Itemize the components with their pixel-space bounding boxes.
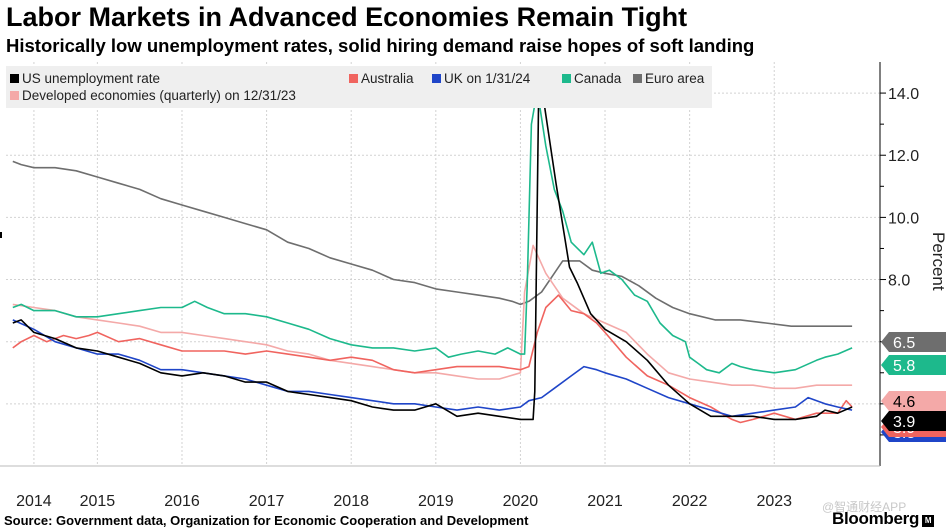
x-tick-label: 2019 [418, 493, 454, 510]
y-axis-title: Percent [929, 232, 947, 291]
series-line-canada [12, 89, 853, 374]
legend-swatch [633, 74, 642, 83]
legend-swatch [10, 91, 19, 100]
legend-swatch [10, 74, 19, 83]
series-line-euro-area [12, 160, 853, 327]
x-tick-label: 2023 [756, 493, 792, 510]
legend-box [6, 66, 712, 108]
x-tick-label: 2021 [587, 493, 623, 510]
end-label-badge: 6.5 [881, 332, 946, 352]
series-line-australia [12, 294, 853, 424]
y-tick-label: 10.0 [888, 210, 919, 227]
legend-label: US unemployment rate [22, 71, 160, 86]
x-tick-label: 2022 [672, 493, 708, 510]
chart-title: Labor Markets in Advanced Economies Rema… [6, 2, 688, 32]
y-tick-label: 8.0 [888, 273, 910, 290]
chart-subtitle: Historically low unemployment rates, sol… [6, 35, 755, 56]
source-note: Source: Government data, Organization fo… [4, 513, 529, 528]
watermark: @智通财经APP [822, 500, 907, 514]
legend-swatch [562, 74, 571, 83]
legend-label: UK on 1/31/24 [444, 71, 531, 86]
end-label-badge: 3.9 [881, 411, 946, 431]
legend-swatch [432, 74, 441, 83]
end-label-value: 6.5 [893, 335, 915, 352]
x-tick-label: 2018 [333, 493, 369, 510]
end-label-badge: 4.6 [881, 391, 946, 411]
axis-edge-mark [0, 232, 2, 238]
end-label-value: 3.9 [893, 414, 915, 431]
x-tick-label: 2017 [249, 493, 285, 510]
end-label-value: 4.6 [893, 394, 915, 411]
legend-label: Australia [361, 71, 414, 86]
brand-logo-icon: M [922, 515, 935, 527]
legend-label: Developed economies (quarterly) on 12/31… [22, 88, 296, 103]
end-label-badge: 5.8 [881, 355, 946, 375]
end-label-shape [881, 391, 946, 411]
end-label-shape [881, 355, 946, 375]
end-label-value: 5.8 [893, 358, 915, 375]
bloomberg-logo: Bloomberg M [832, 509, 935, 529]
end-label-shape [881, 411, 946, 431]
x-tick-label: 2020 [503, 493, 539, 510]
y-tick-label: 14.0 [888, 86, 919, 103]
series-line-developed-economies-quarterly [12, 244, 853, 390]
end-label-shape [881, 332, 946, 352]
x-tick-label: 2014 [16, 493, 52, 510]
series-line-us-unemployment-rate [12, 67, 853, 421]
y-tick-label: 12.0 [888, 148, 919, 165]
series-line-uk-on-1-31-24 [12, 319, 853, 418]
x-tick-label: 2015 [80, 493, 116, 510]
legend-label: Canada [574, 71, 622, 86]
brand-name: Bloomberg [832, 509, 920, 528]
x-tick-label: 2016 [164, 493, 200, 510]
legend-swatch [349, 74, 358, 83]
legend-label: Euro area [645, 71, 705, 86]
